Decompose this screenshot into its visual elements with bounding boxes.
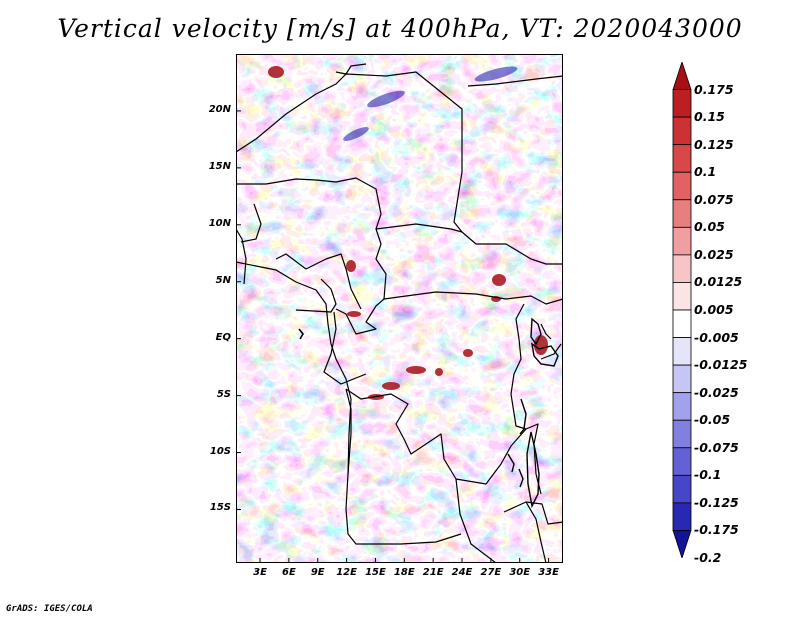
- lat-label: 5N: [215, 274, 231, 286]
- lon-label: 18E: [393, 567, 415, 578]
- lat-label: 15N: [208, 160, 231, 172]
- colorbar-cell: [672, 199, 692, 228]
- colorbar: [672, 62, 692, 558]
- colorbar-label: -0.0125: [694, 357, 748, 373]
- colorbar-label: 0.05: [694, 219, 725, 235]
- colorbar-label: 0.0125: [694, 274, 743, 290]
- colorbar-cell: [672, 447, 692, 476]
- lat-label: 15S: [209, 502, 231, 514]
- colorbar-cell: [672, 309, 692, 338]
- lon-ticks: [259, 558, 550, 563]
- colorbar-label: 0.15: [694, 109, 725, 125]
- colorbar-label: -0.025: [694, 384, 739, 400]
- colorbar-cell: [672, 116, 692, 146]
- colorbar-label: -0.005: [694, 329, 739, 345]
- lon-label: 27E: [480, 567, 502, 578]
- lon-label: 12E: [336, 567, 357, 578]
- lon-label: 6E: [281, 567, 296, 578]
- lat-label: EQ: [215, 331, 231, 343]
- lat-ticks: [236, 110, 241, 510]
- colorbar-label: 0.125: [694, 136, 734, 152]
- colorbar-label: -0.1: [694, 467, 722, 483]
- colorbar-label: 0.1: [694, 164, 717, 180]
- colorbar-cell: [672, 502, 692, 531]
- colorbar-label: -0.075: [694, 439, 739, 455]
- colorbar-cell: [672, 392, 692, 421]
- lon-label: 24E: [451, 567, 473, 578]
- lake-outlines: [507, 317, 559, 509]
- country-borders: [236, 63, 563, 563]
- colorbar-label: 0.075: [694, 191, 734, 207]
- colorbar-cell: [672, 62, 692, 90]
- lon-label: 9E: [310, 567, 325, 578]
- map-title: Vertical velocity [m/s] at 400hPa, VT: 2…: [57, 14, 743, 43]
- colorbar-cell: [672, 337, 692, 366]
- colorbar-label: 0.005: [694, 302, 734, 317]
- colorbar-cell: [672, 474, 692, 504]
- colorbar-cell: [672, 89, 692, 118]
- lon-label: 3E: [253, 567, 267, 578]
- lon-label: 15E: [365, 567, 386, 578]
- colorbar-cell: [672, 419, 692, 449]
- grads-credit: GrADS: IGES/COLA: [6, 604, 93, 614]
- colorbar-label: 0.175: [694, 81, 734, 97]
- colorbar-cell: [672, 282, 692, 311]
- colorbar-cell: [672, 171, 692, 201]
- lat-label: 10S: [209, 445, 231, 457]
- colorbar-cell: [672, 530, 692, 558]
- lat-label: 5S: [216, 388, 231, 400]
- velocity-noise: [236, 54, 563, 563]
- colorbar-cell: [672, 144, 692, 173]
- colorbar-label: -0.125: [694, 494, 739, 510]
- lon-label: 33E: [538, 567, 559, 578]
- downdraft-streaks: [343, 66, 518, 141]
- map-panel: [236, 54, 563, 563]
- coastline: [236, 261, 352, 475]
- colorbar-cell: [672, 364, 692, 394]
- lat-label: 10N: [208, 217, 231, 229]
- colorbar-cell: [672, 254, 692, 283]
- colorbar-label: -0.2: [694, 550, 722, 565]
- velocity-field: [236, 54, 563, 563]
- lat-label: 20N: [208, 103, 231, 115]
- map-frame: [236, 54, 563, 563]
- lon-label: 30E: [509, 567, 531, 578]
- colorbar-label: -0.05: [694, 412, 731, 428]
- colorbar-cell: [672, 226, 692, 256]
- lon-label: 21E: [422, 567, 444, 578]
- colorbar-label: 0.025: [694, 246, 734, 262]
- colorbar-label: -0.175: [694, 522, 739, 538]
